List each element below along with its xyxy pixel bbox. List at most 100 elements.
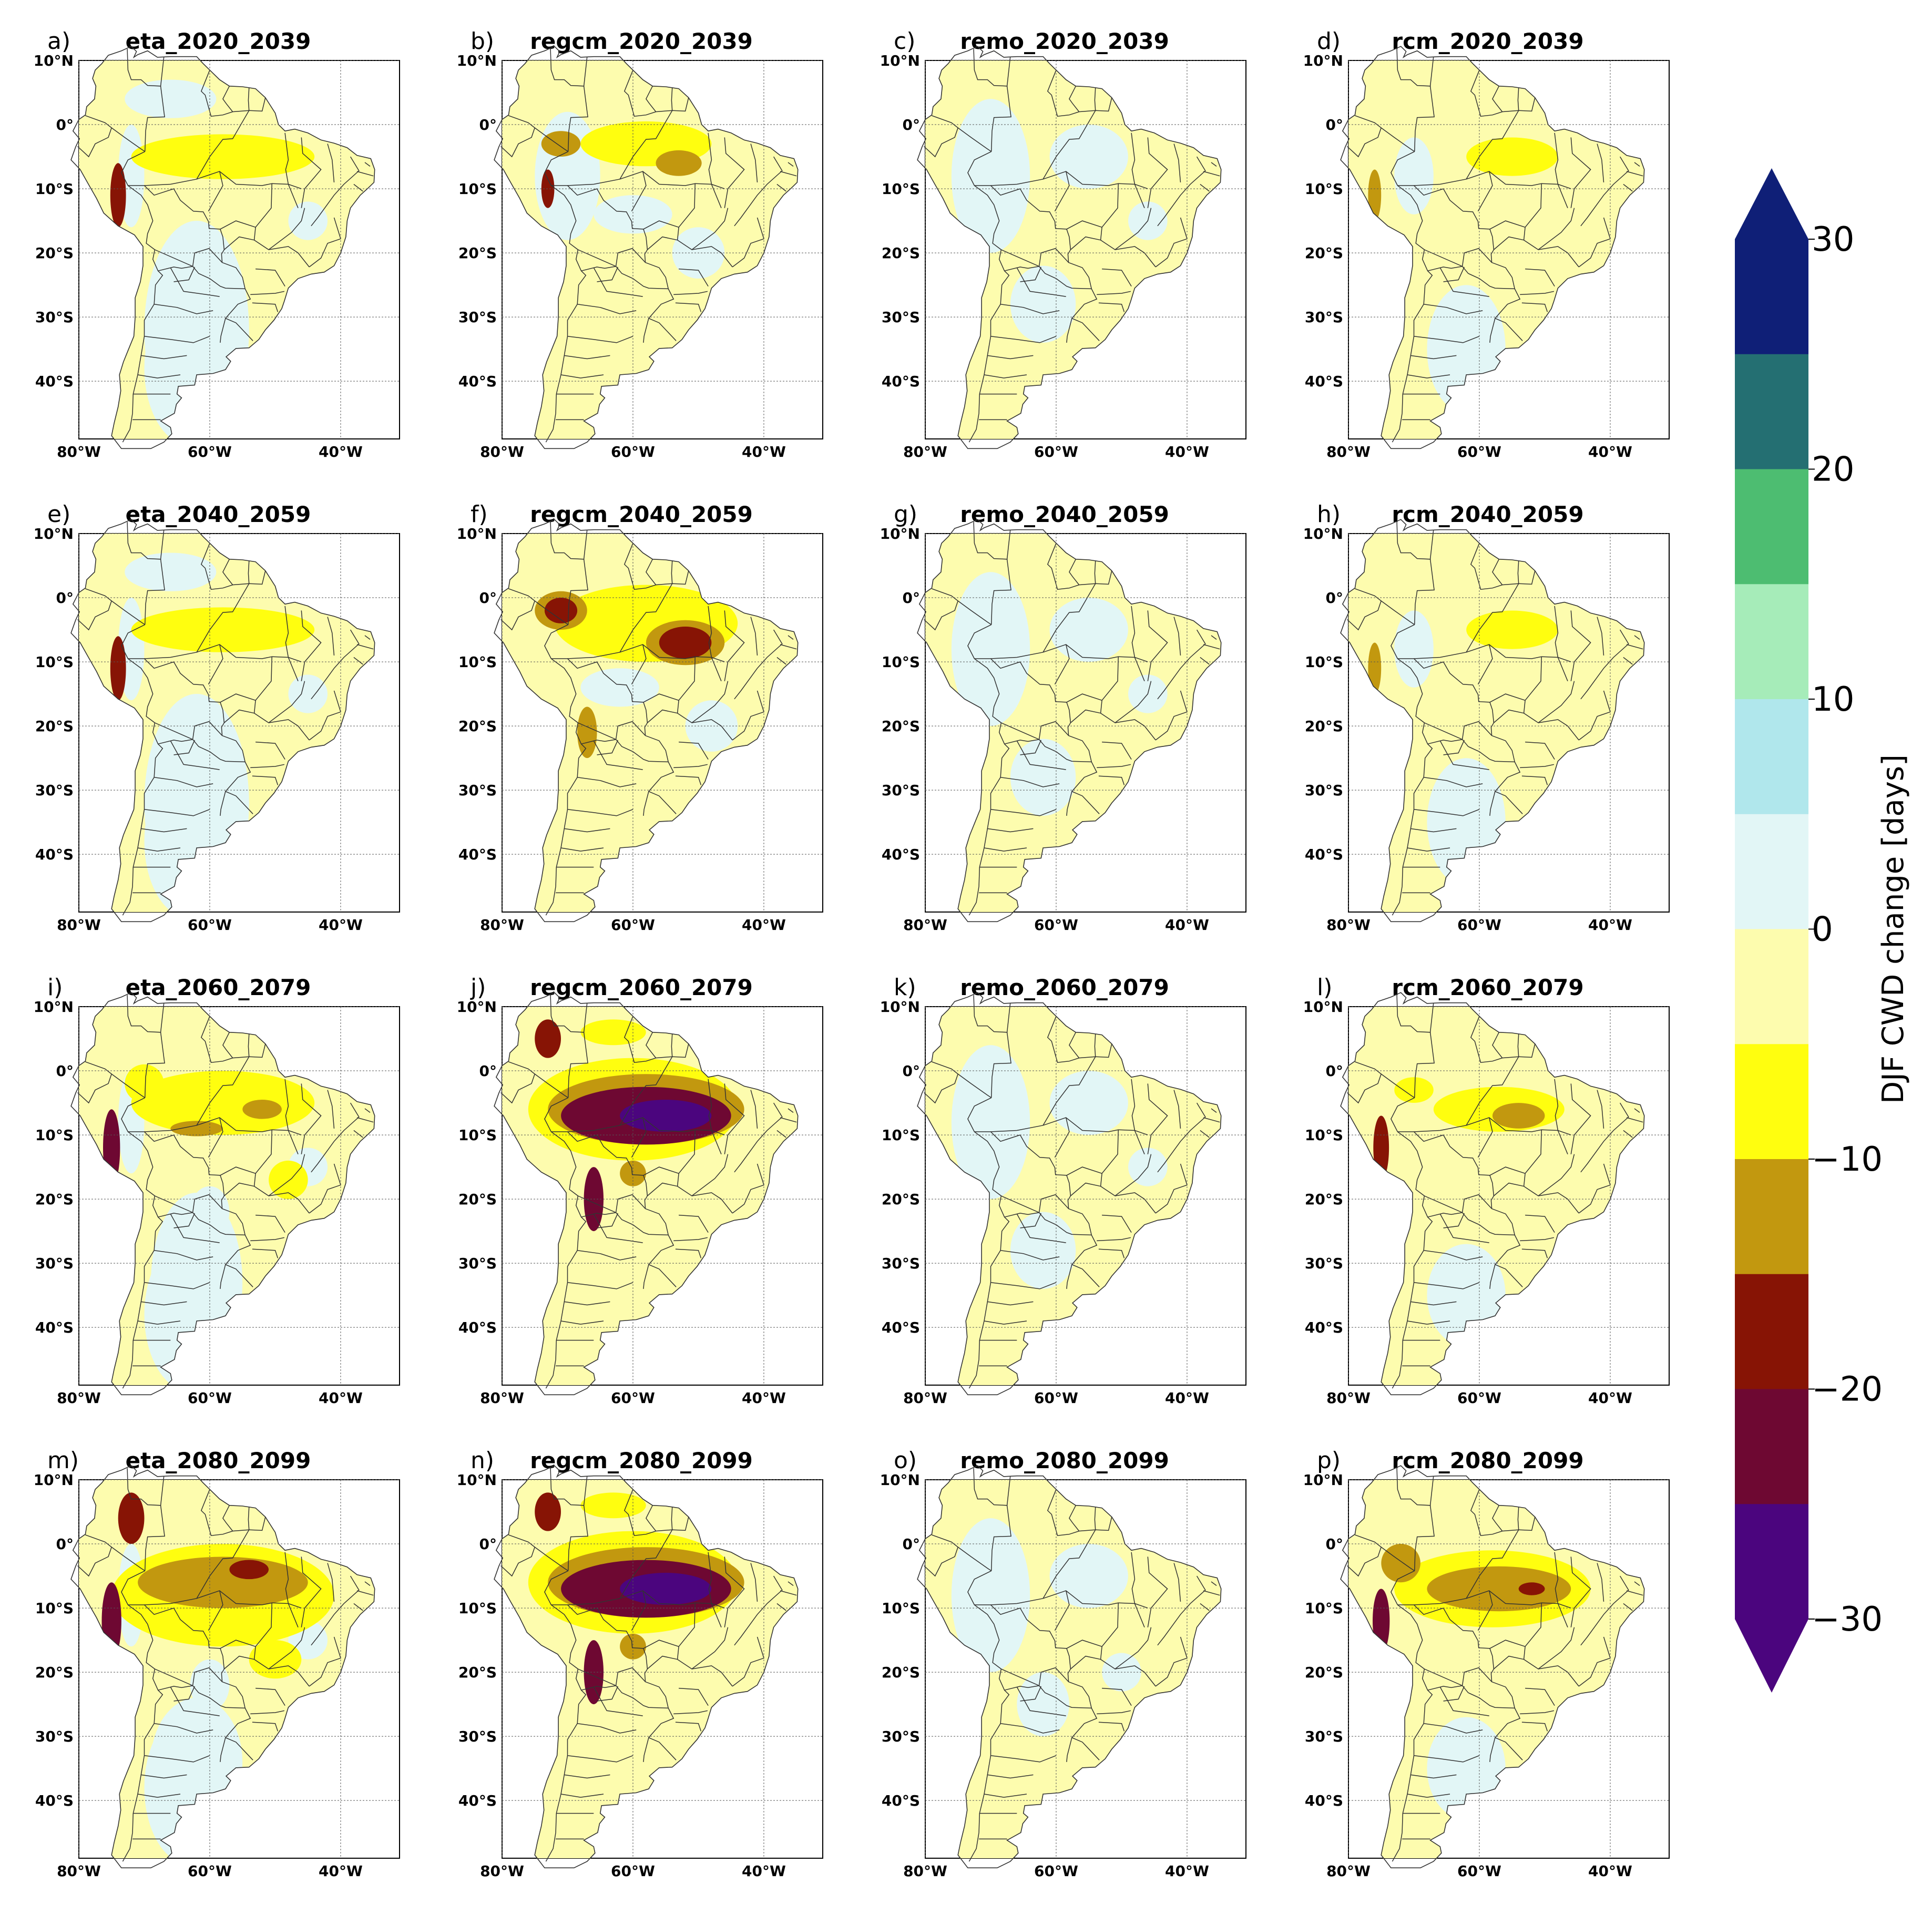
- border-line: [1000, 1249, 1060, 1261]
- border-line: [643, 693, 679, 703]
- anomaly-region: [131, 134, 315, 179]
- border-line: [222, 1505, 233, 1532]
- border-line: [990, 1505, 1011, 1571]
- border-line: [311, 1102, 360, 1173]
- border-line: [1047, 543, 1112, 590]
- border-line: [564, 1774, 610, 1779]
- border-line: [196, 110, 250, 180]
- lat-tick-label: 10°S: [882, 653, 920, 671]
- border-line: [1414, 1505, 1435, 1571]
- border-line: [577, 303, 637, 314]
- border-line: [1578, 1636, 1611, 1687]
- border-line: [974, 658, 1100, 814]
- border-line: [1100, 1130, 1152, 1196]
- border-line: [1131, 132, 1145, 208]
- anomaly-region: [288, 201, 328, 240]
- lat-tick-label: 20°S: [35, 1664, 74, 1681]
- border-line: [1525, 1214, 1555, 1233]
- panel-title: regcm_2060_2079: [530, 975, 753, 1000]
- lat-tick-label: 0°: [1326, 589, 1343, 607]
- border-line: [597, 1213, 618, 1228]
- lon-tick-label: 80°W: [1326, 443, 1371, 460]
- border-line: [1414, 808, 1480, 816]
- border-line: [137, 1794, 181, 1798]
- border-line: [734, 1575, 783, 1646]
- border-line: [223, 236, 254, 250]
- border-line: [990, 335, 1057, 343]
- border-line: [1346, 1061, 1382, 1104]
- lat-tick-label: 20°S: [35, 1191, 74, 1208]
- border-line: [534, 1073, 569, 1098]
- border-line: [567, 335, 633, 343]
- border-line: [268, 1192, 310, 1214]
- anomaly-region: [620, 1633, 646, 1660]
- lon-tick-label: 40°W: [1165, 1862, 1209, 1880]
- border-line: [128, 185, 253, 341]
- border-line: [1439, 740, 1489, 770]
- border-line: [1520, 1710, 1555, 1715]
- coastline: [494, 46, 799, 449]
- border-line: [581, 265, 616, 272]
- anomaly-region: [580, 1019, 646, 1046]
- lat-tick-label: 40°S: [458, 1319, 497, 1336]
- border-line: [1443, 740, 1465, 755]
- border-line: [268, 246, 310, 268]
- border-line: [593, 1213, 643, 1243]
- border-line: [255, 268, 285, 286]
- lat-tick-label: 10°S: [458, 1600, 497, 1617]
- border-line: [1200, 657, 1210, 665]
- country-borders: [500, 521, 797, 916]
- border-line: [750, 144, 758, 182]
- border-line: [1477, 1590, 1493, 1631]
- border-line: [990, 1117, 1148, 1135]
- border-line: [567, 1032, 588, 1098]
- lat-tick-label: 30°S: [1305, 309, 1343, 326]
- border-line: [990, 1032, 1011, 1098]
- lat-tick-label: 0°: [56, 116, 74, 134]
- border-line: [77, 1534, 113, 1577]
- border-line: [192, 721, 223, 740]
- border-line: [196, 583, 250, 653]
- border-line: [1523, 183, 1575, 250]
- border-line: [1439, 1686, 1489, 1716]
- lat-tick-label: 30°S: [882, 1728, 920, 1745]
- border-line: [1346, 588, 1382, 631]
- border-line: [1066, 1737, 1072, 1762]
- border-line: [141, 355, 187, 360]
- border-line: [1525, 741, 1555, 760]
- border-line: [1157, 1575, 1206, 1646]
- border-line: [200, 543, 266, 590]
- border-line: [567, 644, 725, 662]
- border-line: [253, 1130, 305, 1196]
- border-line: [1016, 740, 1066, 770]
- border-line: [222, 1032, 233, 1059]
- border-line: [1131, 606, 1145, 681]
- anomaly-region: [125, 79, 217, 118]
- border-line: [170, 1686, 220, 1716]
- border-line: [1634, 162, 1640, 167]
- border-line: [309, 217, 341, 268]
- border-line: [750, 1090, 758, 1129]
- border-line: [1414, 644, 1571, 662]
- border-line: [144, 1032, 165, 1098]
- panel-letter: b): [471, 28, 494, 55]
- border-line: [567, 1505, 588, 1571]
- border-line: [734, 1102, 783, 1173]
- border-line: [1070, 1655, 1101, 1670]
- border-line: [128, 1604, 253, 1760]
- anomaly-region: [1466, 610, 1558, 649]
- border-line: [1489, 1640, 1526, 1649]
- lat-tick-label: 0°: [903, 116, 920, 134]
- border-line: [551, 1131, 677, 1287]
- border-line: [623, 1489, 689, 1537]
- panel-letter: g): [894, 501, 917, 528]
- border-line: [301, 610, 322, 681]
- lat-tick-label: 30°S: [35, 782, 74, 799]
- panel-title: regcm_2020_2039: [530, 28, 753, 54]
- lon-tick-label: 60°W: [1034, 1862, 1078, 1880]
- lon-tick-label: 80°W: [480, 916, 524, 934]
- border-line: [128, 1131, 253, 1287]
- lat-tick-label: 20°S: [35, 718, 74, 735]
- lat-tick-label: 10°S: [458, 1126, 497, 1144]
- border-line: [923, 115, 959, 158]
